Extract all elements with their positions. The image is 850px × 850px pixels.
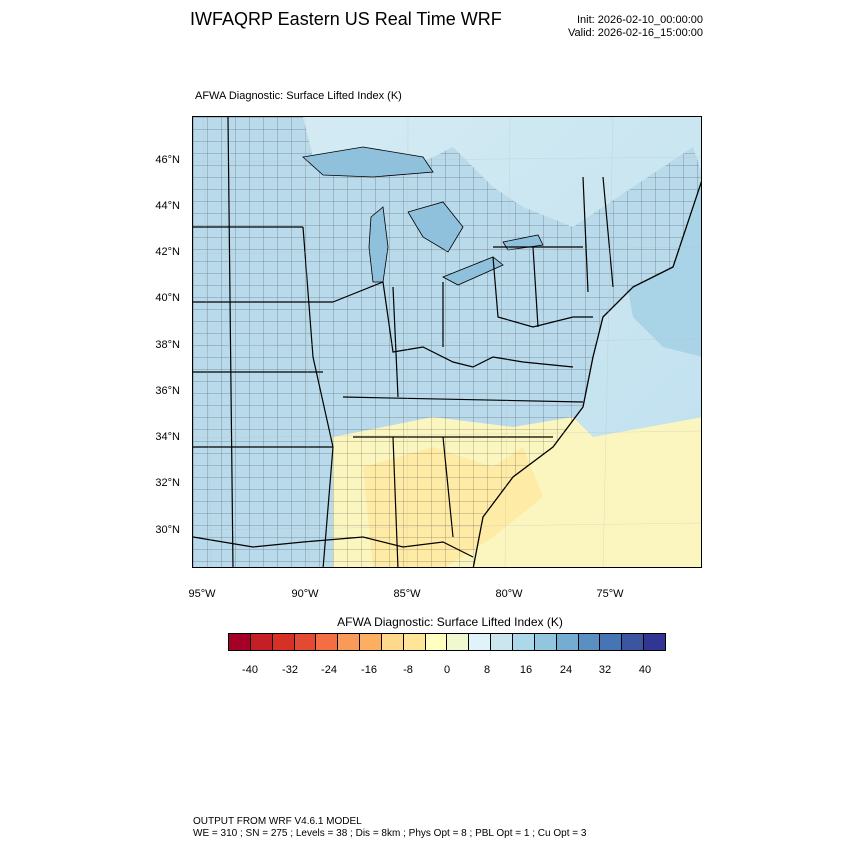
colorbar-swatch [491, 634, 513, 650]
colorbar-label: 8 [483, 664, 491, 676]
plot-subtitle: AFWA Diagnostic: Surface Lifted Index (K… [195, 90, 402, 102]
page-title: IWFAQRP Eastern US Real Time WRF [190, 9, 502, 29]
colorbar-swatch [469, 634, 492, 650]
colorbar-label: 0 [443, 664, 451, 676]
colorbar-swatch [272, 634, 295, 650]
colorbar-label: -32 [282, 664, 298, 676]
colorbar-swatch [250, 634, 273, 650]
lon-label: 75°W [596, 588, 624, 600]
colorbar-swatch [294, 634, 317, 650]
lat-label: 40°N [155, 292, 180, 304]
colorbar-label: 32 [598, 664, 612, 676]
lat-label: 38°N [155, 339, 180, 351]
valid-time: Valid: 2026-02-16_15:00:00 [568, 27, 703, 39]
colorbar-label: -16 [361, 664, 377, 676]
lat-label: 44°N [155, 200, 180, 212]
colorbar-swatch [622, 634, 645, 650]
colorbar-label: 40 [638, 664, 652, 676]
coastline [472, 180, 701, 567]
graticule [193, 117, 701, 567]
map-canvas [193, 117, 701, 567]
colorbar-swatch [316, 634, 339, 650]
colorbar-swatch [578, 634, 601, 650]
colorbar-swatch [381, 634, 404, 650]
colorbar-swatch [644, 634, 665, 650]
lake-superior [302, 146, 434, 178]
colorbar-title: AFWA Diagnostic: Surface Lifted Index (K… [337, 615, 563, 629]
colorbar [228, 633, 666, 651]
state-boundaries [193, 117, 614, 567]
init-time: Init: 2026-02-10_00:00:00 [577, 14, 703, 26]
gulf-coastline [193, 536, 474, 558]
lake-erie [442, 256, 504, 286]
lat-label: 30°N [155, 524, 180, 536]
model-info: OUTPUT FROM WRF V4.6.1 MODEL WE = 310 ; … [193, 816, 586, 840]
colorbar-label: -8 [403, 664, 413, 676]
colorbar-label: 16 [519, 664, 533, 676]
colorbar-swatch [425, 634, 448, 650]
lon-label: 80°W [495, 588, 523, 600]
lat-label: 34°N [155, 431, 180, 443]
colorbar-swatch [600, 634, 623, 650]
county-boundaries [193, 117, 701, 567]
lat-label: 32°N [155, 477, 180, 489]
colorbar-label: -40 [242, 664, 258, 676]
lat-label: 42°N [155, 246, 180, 258]
colorbar-swatch [360, 634, 382, 650]
colorbar-label: 24 [559, 664, 573, 676]
model-config: WE = 310 ; SN = 275 ; Levels = 38 ; Dis … [193, 828, 587, 839]
colorbar-swatch [403, 634, 426, 650]
colorbar-label: -24 [321, 664, 337, 676]
lat-label: 46°N [155, 154, 180, 166]
lon-label: 90°W [291, 588, 319, 600]
lake-huron [407, 201, 464, 253]
lon-label: 95°W [188, 588, 216, 600]
run-times: Init: 2026-02-10_00:00:00 Valid: 2026-02… [520, 14, 703, 40]
lon-label: 85°W [393, 588, 421, 600]
colorbar-swatch [229, 634, 251, 650]
colorbar-swatch [534, 634, 557, 650]
colorbar-swatch [556, 634, 579, 650]
colorbar-swatch [512, 634, 535, 650]
model-version: OUTPUT FROM WRF V4.6.1 MODEL [193, 816, 362, 827]
map-plot [192, 116, 702, 568]
lat-label: 36°N [155, 385, 180, 397]
colorbar-swatch [338, 634, 361, 650]
colorbar-swatch [447, 634, 470, 650]
